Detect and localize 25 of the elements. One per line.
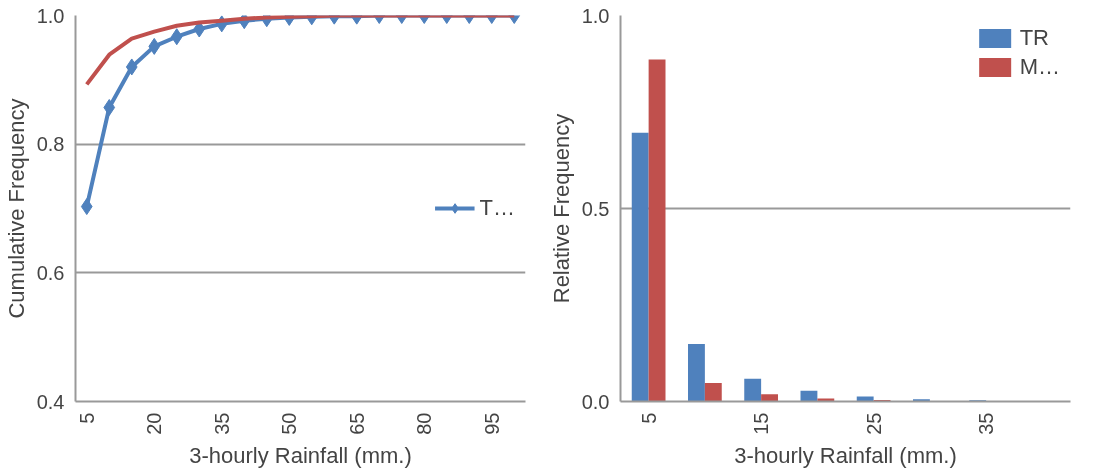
- x-tick-label: 20: [143, 412, 166, 435]
- x-tick-label: 5: [75, 412, 98, 424]
- x-tick-label: 95: [480, 412, 503, 435]
- legend-label: TR: [1019, 25, 1049, 51]
- y-tick-label: 1.0: [581, 4, 610, 27]
- x-axis-title: 3-hourly Rainfall (mm.): [189, 442, 412, 468]
- x-tick-label: 15: [750, 412, 773, 435]
- y-tick-label: 0.4: [36, 390, 65, 413]
- x-tick-label: 25: [862, 412, 885, 435]
- y-axis-title: Cumulative Frequency: [3, 98, 29, 319]
- x-tick-label: 5: [637, 412, 660, 424]
- legend-label: T…: [479, 195, 515, 221]
- x-axis-title: 3-hourly Rainfall (mm.): [734, 442, 957, 468]
- x-tick-label: 50: [278, 412, 301, 435]
- x-tick-label: 35: [210, 412, 233, 435]
- y-tick-label: 0.5: [581, 197, 610, 220]
- y-tick-label: 0.8: [36, 133, 65, 156]
- y-tick-label: 0.6: [36, 261, 65, 284]
- x-tick-label: 80: [413, 412, 436, 435]
- x-tick-label: 35: [975, 412, 998, 435]
- y-axis-title: Relative Frequency: [548, 113, 574, 304]
- legend-label: M…: [1019, 54, 1060, 80]
- y-tick-label: 1.0: [36, 4, 65, 27]
- x-tick-label: 65: [345, 412, 368, 435]
- y-tick-label: 0.0: [581, 390, 610, 413]
